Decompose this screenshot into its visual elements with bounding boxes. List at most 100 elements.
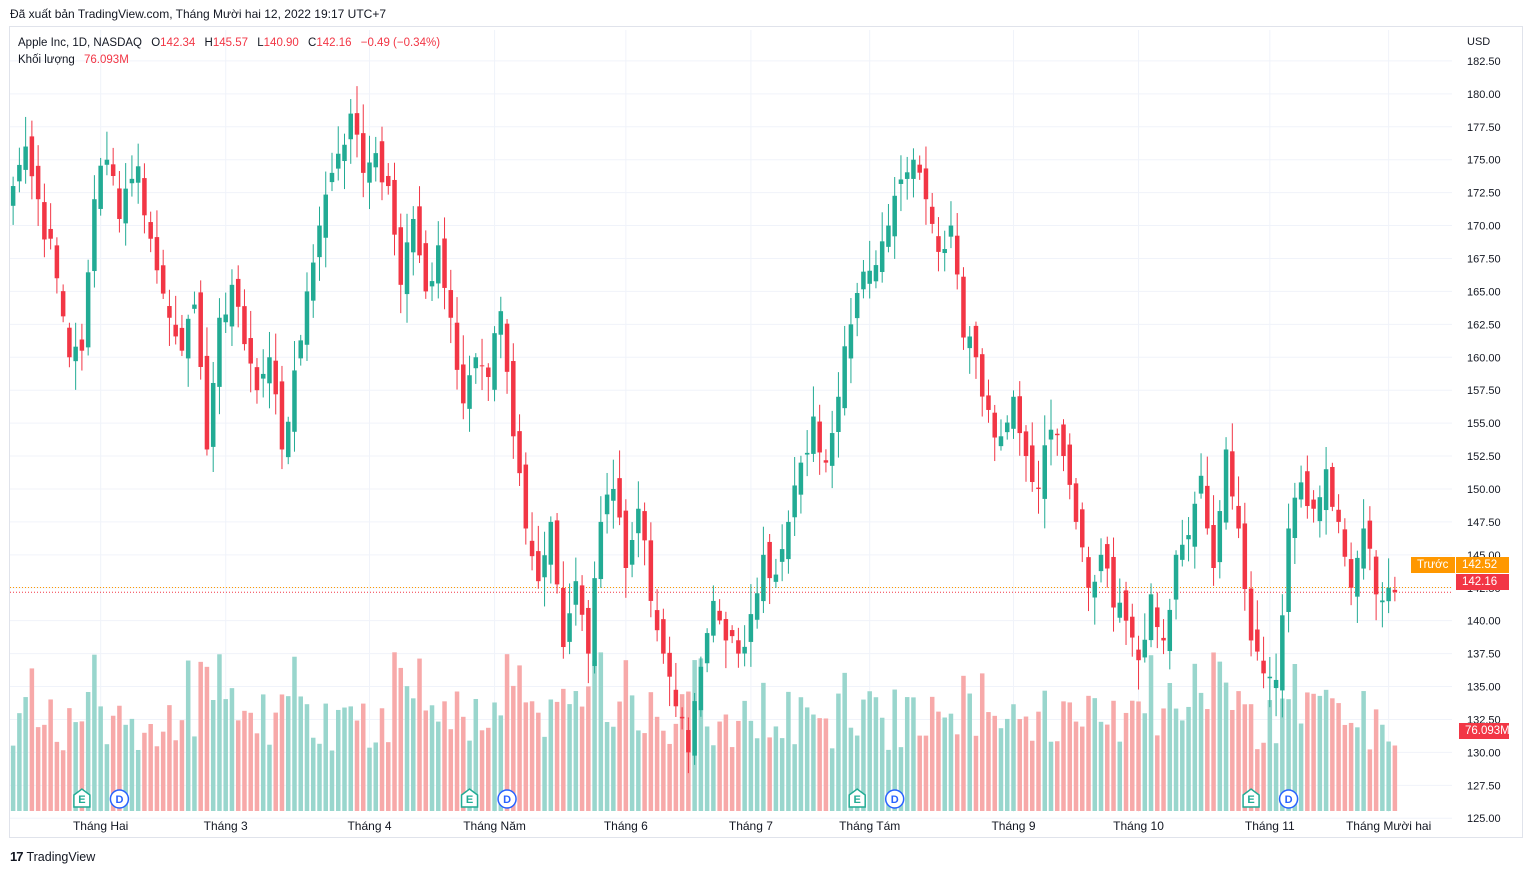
volume-bar <box>323 703 328 811</box>
candle-body <box>454 322 460 370</box>
volume-bar <box>486 727 491 811</box>
volume-bar <box>135 749 141 811</box>
y-tick-label: 125.00 <box>1467 813 1501 825</box>
volume-bar <box>392 652 397 811</box>
volume-bar <box>1305 692 1310 811</box>
candle-body <box>1092 581 1098 598</box>
candle-body <box>667 652 672 677</box>
currency-label: USD <box>1467 36 1490 48</box>
candle-body <box>10 186 16 206</box>
candle-body <box>135 166 141 183</box>
candle-body <box>692 701 697 756</box>
candle-body <box>1123 590 1129 621</box>
volume-bar <box>1023 716 1029 811</box>
x-tick-label: Tháng 7 <box>729 819 773 833</box>
candle-body <box>1130 616 1135 638</box>
low-label: L <box>257 37 264 49</box>
volume-bar <box>667 743 672 811</box>
volume-bar <box>1205 709 1210 811</box>
volume-bar <box>498 715 504 811</box>
candle-body <box>1348 559 1354 588</box>
volume-bar <box>317 743 322 811</box>
symbol-label[interactable]: Apple Inc, 1D, NASDAQ <box>18 37 142 49</box>
volume-bar <box>1280 698 1285 811</box>
volume-bar <box>110 715 116 811</box>
candle-body <box>992 412 997 438</box>
volume-bar <box>229 688 235 811</box>
volume-bar <box>511 685 516 811</box>
chart-frame[interactable] <box>9 26 1523 838</box>
candle-body <box>1255 629 1260 652</box>
candle-body <box>623 510 629 568</box>
candle-body <box>1029 445 1035 483</box>
volume-bar <box>1111 700 1116 811</box>
candle-body <box>648 540 654 601</box>
candle-body <box>173 324 178 337</box>
volume-bar <box>1367 749 1373 811</box>
volume-bar <box>1380 724 1385 811</box>
candle-body <box>1080 509 1085 548</box>
volume-bar <box>1161 708 1166 811</box>
volume-bar <box>67 708 72 811</box>
volume-bar <box>848 727 854 811</box>
candle-body <box>917 164 922 173</box>
volume-bar <box>898 747 904 811</box>
x-tick-label: Tháng 9 <box>991 819 1035 833</box>
candle-body <box>867 270 872 284</box>
tradingview-brand[interactable]: 17 TradingView <box>10 849 95 864</box>
volume-bar <box>836 693 841 811</box>
volume-bar <box>210 700 216 811</box>
volume-bar <box>1211 652 1216 811</box>
chart-legend: Apple Inc, 1D, NASDAQ O142.34 H145.57 L1… <box>18 35 440 69</box>
volume-bar <box>648 692 654 811</box>
candle-body <box>817 421 822 453</box>
volume-bar <box>867 691 872 811</box>
candle-body <box>854 293 860 319</box>
candle-body <box>198 292 203 367</box>
candle-body <box>354 113 360 135</box>
candle-body <box>948 225 954 237</box>
volume-bar <box>1361 691 1366 811</box>
volume-bar <box>467 740 472 811</box>
candle-body <box>829 433 835 466</box>
last-price-tag: 142.16 <box>1456 574 1509 590</box>
candle-body <box>973 325 979 358</box>
volume-bar <box>1117 741 1123 811</box>
candle-body <box>461 364 466 404</box>
candle-body <box>567 613 572 642</box>
volume-value-tag: 76.093M <box>1459 723 1510 739</box>
candle-body <box>711 600 716 636</box>
volume-bar <box>1386 741 1391 811</box>
candle-body <box>1305 471 1310 507</box>
volume-bar <box>1048 741 1054 811</box>
candle-body <box>529 540 535 557</box>
volume-bar <box>248 712 253 811</box>
candle-body <box>1055 433 1060 436</box>
ohlc-row: Apple Inc, 1D, NASDAQ O142.34 H145.57 L1… <box>18 35 440 52</box>
volume-bar <box>792 744 797 811</box>
prev-close-label-tag: Trước <box>1411 557 1455 573</box>
volume-bar <box>661 730 666 811</box>
candle-body <box>579 585 585 615</box>
volume-bar <box>1167 683 1173 811</box>
volume-bar <box>1105 724 1110 811</box>
volume-bar <box>1042 690 1047 811</box>
candle-body <box>167 306 172 318</box>
candle-body <box>986 395 991 410</box>
x-tick-label: Tháng 3 <box>204 819 248 833</box>
earnings-event-icon <box>1242 788 1260 808</box>
volume-bar <box>361 703 366 811</box>
volume-bar <box>217 654 222 811</box>
candle-body <box>1342 529 1348 557</box>
volume-bar <box>1223 682 1229 811</box>
candle-body <box>329 172 335 183</box>
volume-bar <box>285 696 291 811</box>
candle-body <box>592 578 597 667</box>
volume-bar <box>873 697 879 811</box>
y-tick-label: 150.00 <box>1467 484 1501 496</box>
volume-label[interactable]: Khối lượng <box>18 54 75 66</box>
volume-bar <box>1261 742 1266 811</box>
candle-body <box>492 333 497 390</box>
candle-body <box>661 619 666 654</box>
